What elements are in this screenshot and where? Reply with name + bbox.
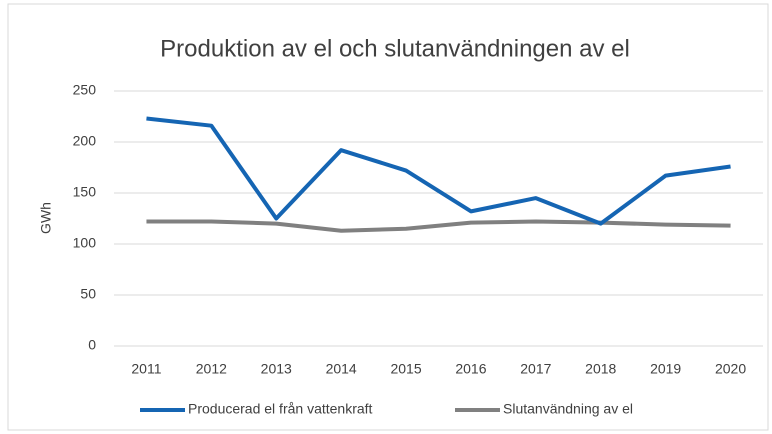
- x-tick-label: 2020: [715, 361, 746, 377]
- y-tick-label: 250: [73, 82, 97, 98]
- x-tick-label: 2018: [585, 361, 616, 377]
- x-tick-label: 2011: [131, 361, 161, 377]
- x-tick-label: 2014: [326, 361, 357, 377]
- x-tick-label: 2013: [261, 361, 292, 377]
- y-tick-label: 50: [80, 286, 96, 302]
- chart-title: Produktion av el och slutanvändningen av…: [160, 35, 630, 62]
- chart-frame: [7, 3, 769, 431]
- series-line: [146, 219, 731, 233]
- x-tick-label: 2019: [650, 361, 681, 377]
- y-tick-label: 100: [73, 235, 97, 251]
- x-tick-label: 2016: [455, 361, 486, 377]
- legend-label: Slutanvändning av el: [503, 401, 633, 417]
- y-tick-label: 0: [88, 337, 96, 353]
- x-tick-label: 2017: [520, 361, 551, 377]
- y-tick-label: 150: [73, 184, 97, 200]
- y-axis-label: GWh: [38, 202, 54, 234]
- x-tick-label: 2015: [390, 361, 421, 377]
- series-line: [146, 116, 731, 226]
- y-tick-label: 200: [73, 133, 97, 149]
- legend-label: Producerad el från vattenkraft: [188, 401, 373, 417]
- x-tick-label: 2012: [196, 361, 227, 377]
